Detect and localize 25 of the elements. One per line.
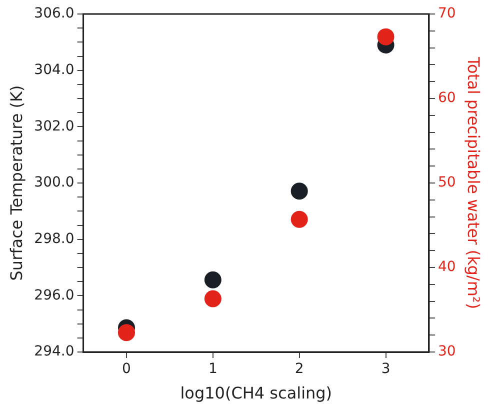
y2-tick-label: 40 (438, 259, 456, 276)
point (290, 210, 308, 228)
x-axis-title: log10(CH4 scaling) (180, 384, 332, 403)
y-tick-label: 302.0 (34, 118, 74, 134)
y2-tick-label: 70 (438, 6, 456, 22)
point (204, 290, 222, 308)
y-tick-label: 306.0 (34, 6, 74, 22)
y-tick-label: 304.0 (34, 62, 74, 78)
y2-tick-label: 50 (438, 174, 456, 191)
point (118, 324, 135, 342)
y-tick-label: 300.0 (34, 174, 74, 191)
y2-tick-label: 30 (438, 344, 456, 360)
x-tick-label: 3 (381, 361, 390, 378)
point (377, 28, 394, 46)
y2-axis-title: Total precipitable water (kg/m²) (464, 56, 484, 310)
y-tick-label: 296.0 (34, 287, 74, 304)
y-tick-label: 298.0 (34, 230, 74, 247)
y2-tick-label: 60 (438, 90, 456, 106)
point (204, 271, 222, 288)
y-tick-label: 294.0 (34, 344, 74, 360)
y-axis-title: Surface Temperature (K) (6, 85, 26, 281)
point (290, 182, 308, 200)
x-tick-label: 1 (208, 361, 218, 378)
x-tick-label: 0 (122, 361, 131, 378)
x-tick-label: 2 (294, 361, 304, 378)
